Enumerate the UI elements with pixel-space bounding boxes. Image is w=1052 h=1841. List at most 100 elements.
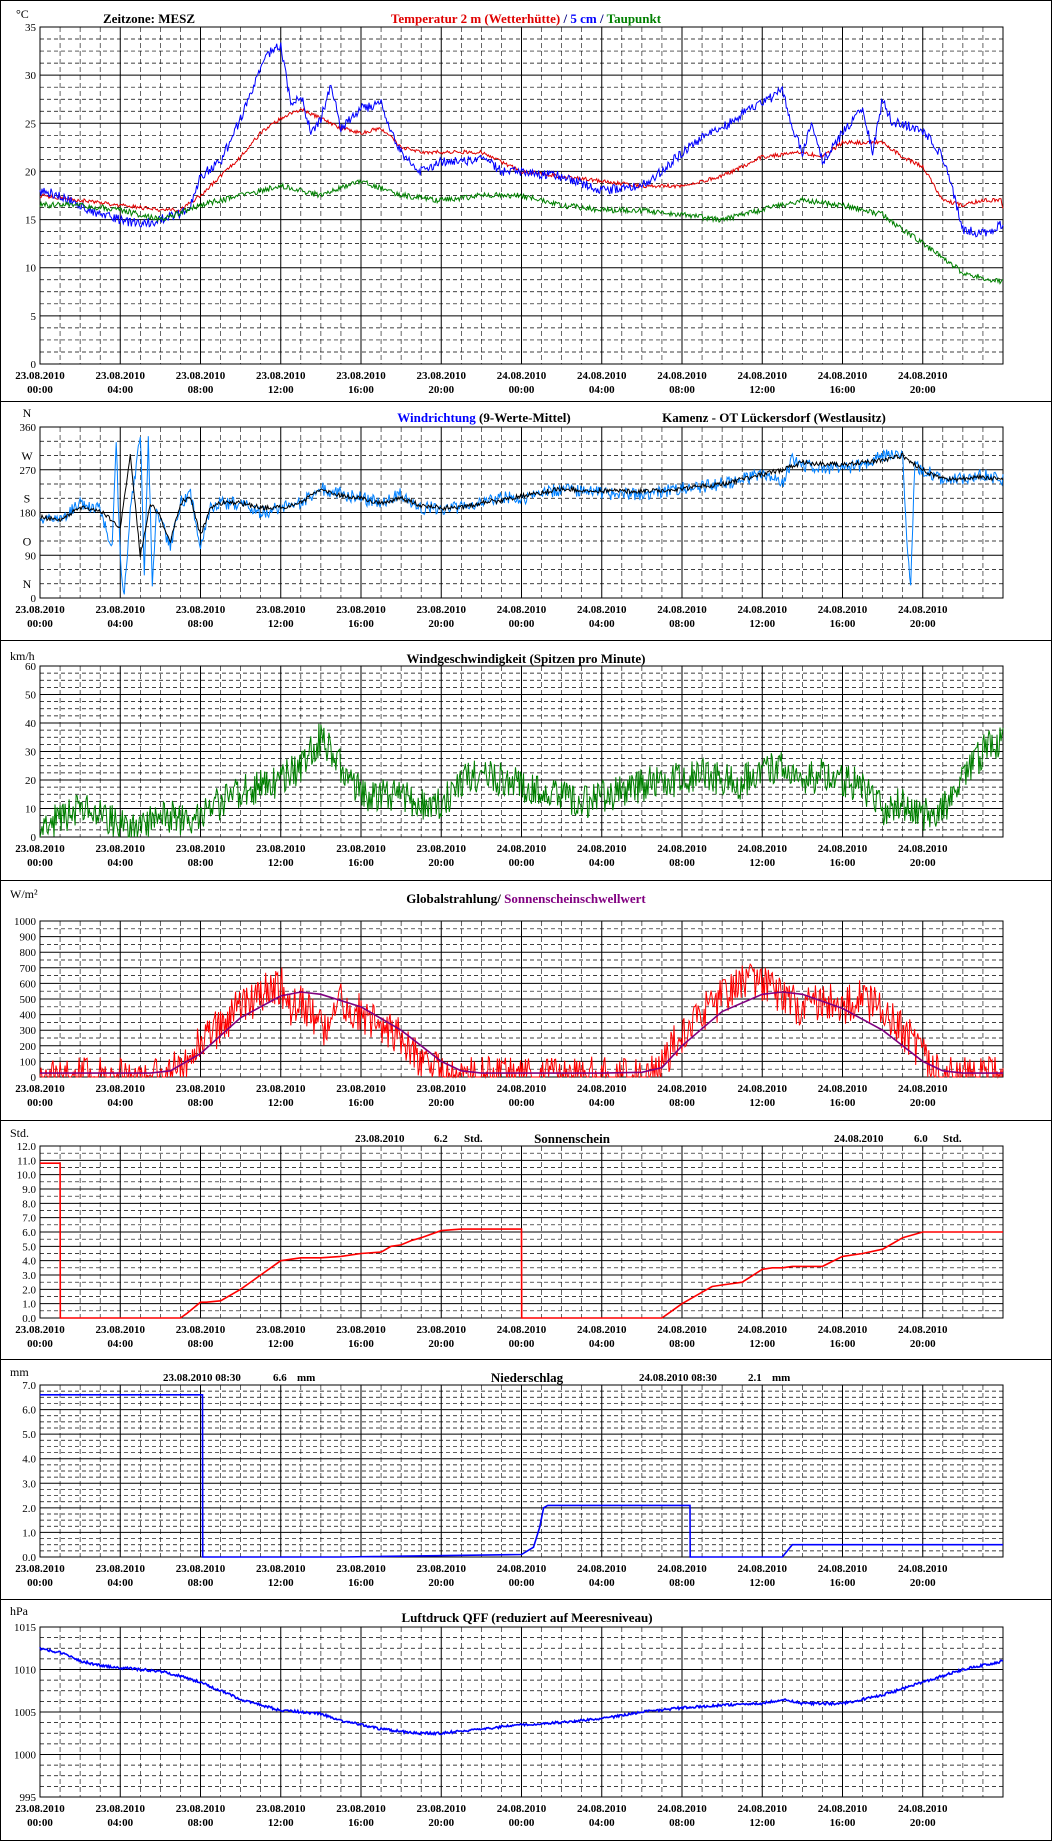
x-tick-time: 16:00	[830, 1338, 856, 1350]
precipitation-title-part: Niederschlag	[491, 1370, 564, 1385]
x-tick-time: 16:00	[830, 857, 856, 869]
y-tick-label: 8.0	[22, 1198, 36, 1210]
precipitation-day2-value: 2.1	[748, 1372, 762, 1384]
sunshine-day1-unit: Std.	[464, 1133, 483, 1145]
x-tick-time: 04:00	[589, 1338, 615, 1350]
x-tick-date: 24.08.2010	[657, 1324, 707, 1336]
x-tick-date: 23.08.2010	[417, 1803, 467, 1815]
x-tick-date: 23.08.2010	[256, 1083, 306, 1095]
compass-label: N	[23, 406, 32, 420]
x-tick-date: 23.08.2010	[176, 843, 226, 855]
x-tick-time: 16:00	[830, 1097, 856, 1109]
pressure-panel: hPa Luftdruck QFF (reduziert auf Meeresn…	[10, 1604, 1004, 1829]
x-tick-date: 24.08.2010	[497, 370, 547, 382]
sunshine-day1-date: 23.08.2010	[355, 1133, 405, 1145]
precipitation-unit-label: mm	[10, 1365, 29, 1379]
radiation-unit-label: W/m²	[10, 887, 38, 901]
x-tick-date: 24.08.2010	[497, 1083, 547, 1095]
x-tick-time: 20:00	[428, 1817, 454, 1829]
x-tick-time: 20:00	[910, 1097, 936, 1109]
x-tick-date: 24.08.2010	[898, 604, 948, 616]
x-tick-time: 04:00	[589, 384, 615, 396]
x-tick-date: 23.08.2010	[417, 604, 467, 616]
x-tick-date: 24.08.2010	[657, 604, 707, 616]
y-tick-label: 7.0	[22, 1380, 36, 1392]
y-tick-label: 10	[25, 804, 37, 816]
x-tick-date: 24.08.2010	[898, 1324, 948, 1336]
x-tick-time: 20:00	[428, 384, 454, 396]
x-tick-time: 08:00	[188, 857, 214, 869]
x-tick-time: 04:00	[589, 1817, 615, 1829]
y-tick-label: 2.0	[22, 1503, 36, 1515]
x-tick-time: 12:00	[749, 1817, 775, 1829]
x-tick-date: 24.08.2010	[497, 1563, 547, 1575]
x-tick-time: 08:00	[669, 384, 695, 396]
y-tick-label: 600	[20, 978, 37, 990]
y-tick-label: 995	[20, 1792, 37, 1804]
radiation-series-line	[40, 991, 1003, 1074]
y-tick-label: 7.0	[22, 1213, 36, 1225]
y-tick-label: 20	[25, 775, 37, 787]
precipitation-panel-frame	[0, 1359, 1052, 1600]
x-tick-time: 20:00	[428, 857, 454, 869]
x-tick-time: 12:00	[268, 1097, 294, 1109]
x-tick-date: 24.08.2010	[497, 843, 547, 855]
x-tick-time: 20:00	[428, 1577, 454, 1589]
x-tick-time: 12:00	[268, 1338, 294, 1350]
x-tick-date: 24.08.2010	[818, 604, 868, 616]
x-tick-time: 00:00	[27, 1817, 53, 1829]
x-tick-time: 00:00	[27, 384, 53, 396]
x-tick-date: 24.08.2010	[818, 1563, 868, 1575]
y-tick-label: 30	[25, 747, 37, 759]
pressure-chart-title: Luftdruck QFF (reduziert auf Meeresnivea…	[401, 1610, 652, 1625]
x-tick-time: 04:00	[107, 384, 133, 396]
wind-direction-panel: Windrichtung (9-Werte-Mittel) Kamenz - O…	[15, 406, 1004, 630]
y-tick-label: 0	[31, 832, 37, 844]
y-tick-label: 12.0	[17, 1141, 37, 1153]
x-tick-date: 23.08.2010	[417, 370, 467, 382]
x-tick-date: 23.08.2010	[15, 1083, 65, 1095]
y-tick-label: 300	[20, 1025, 37, 1037]
x-tick-date: 24.08.2010	[898, 370, 948, 382]
x-tick-date: 23.08.2010	[176, 604, 226, 616]
temperature-title-part: /	[597, 11, 607, 26]
x-tick-time: 20:00	[428, 1338, 454, 1350]
x-tick-date: 23.08.2010	[256, 843, 306, 855]
x-tick-time: 00:00	[27, 1097, 53, 1109]
y-tick-label: 700	[20, 963, 37, 975]
x-tick-date: 24.08.2010	[898, 1563, 948, 1575]
x-tick-time: 00:00	[509, 618, 535, 630]
y-tick-label: 6.0	[22, 1227, 36, 1239]
y-tick-label: 25	[25, 118, 37, 130]
x-tick-date: 24.08.2010	[818, 1803, 868, 1815]
x-tick-date: 24.08.2010	[657, 1563, 707, 1575]
x-tick-date: 23.08.2010	[417, 1083, 467, 1095]
radiation-chart-title: Globalstrahlung/ Sonnenscheinschwellwert	[406, 891, 646, 906]
x-tick-time: 08:00	[669, 857, 695, 869]
x-tick-time: 04:00	[107, 618, 133, 630]
temperature-title-part: 5 cm	[570, 11, 597, 26]
x-tick-time: 20:00	[910, 857, 936, 869]
x-tick-date: 24.08.2010	[738, 370, 788, 382]
x-tick-date: 24.08.2010	[657, 1803, 707, 1815]
precipitation-panel: mm Niederschlag 23.08.2010 08:30 6.6 mm …	[10, 1365, 1004, 1589]
x-tick-date: 23.08.2010	[176, 1803, 226, 1815]
x-tick-date: 24.08.2010	[577, 1803, 627, 1815]
x-tick-time: 08:00	[669, 1338, 695, 1350]
x-tick-date: 24.08.2010	[577, 1563, 627, 1575]
compass-label: N	[23, 577, 32, 591]
y-tick-label: 6.0	[22, 1405, 36, 1417]
temperature-title-part: /	[560, 11, 570, 26]
precipitation-day2-date: 24.08.2010 08:30	[639, 1372, 717, 1384]
x-tick-time: 00:00	[27, 857, 53, 869]
x-tick-time: 00:00	[27, 1577, 53, 1589]
x-tick-time: 00:00	[509, 1338, 535, 1350]
x-tick-date: 24.08.2010	[738, 843, 788, 855]
y-tick-label: 1.0	[22, 1299, 36, 1311]
y-tick-label: 4.0	[22, 1256, 36, 1268]
x-tick-time: 12:00	[268, 384, 294, 396]
x-tick-date: 24.08.2010	[738, 1324, 788, 1336]
x-tick-date: 24.08.2010	[898, 1803, 948, 1815]
x-tick-time: 08:00	[188, 618, 214, 630]
x-tick-time: 20:00	[910, 384, 936, 396]
